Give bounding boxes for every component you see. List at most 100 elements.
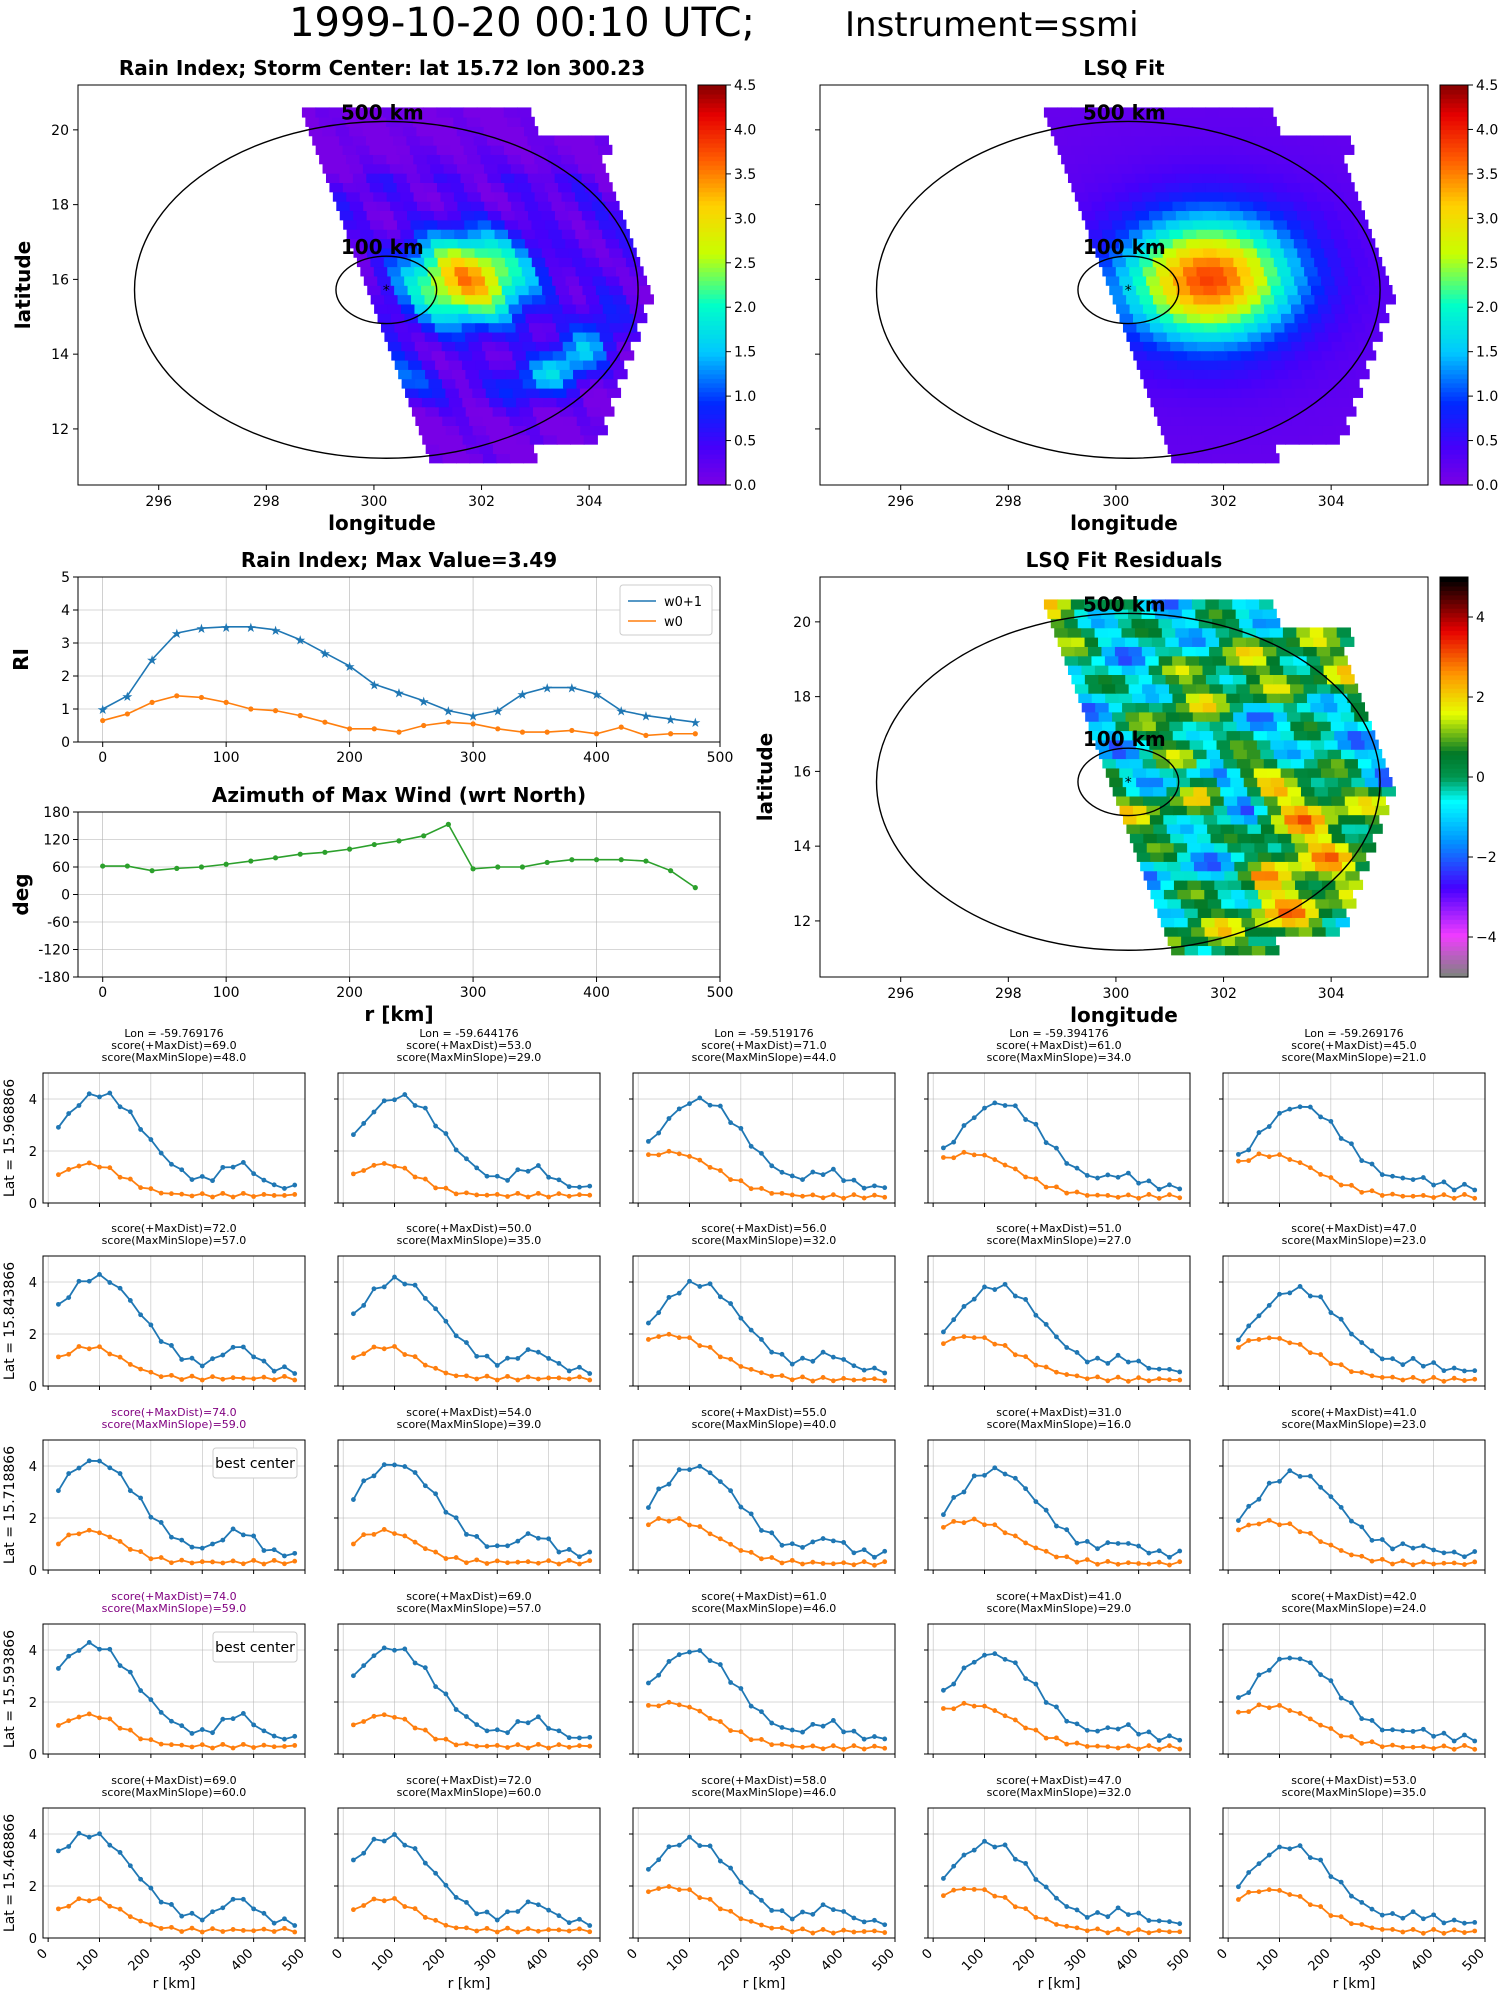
data-point: [769, 1742, 775, 1748]
heatmap-cell: [1132, 805, 1148, 816]
colorbar-tick-label: 2.5: [734, 256, 756, 272]
heatmap-cell: [1303, 191, 1318, 202]
heatmap-cell: [1153, 369, 1168, 380]
data-point: [1236, 1527, 1241, 1533]
data-point: [707, 1715, 713, 1721]
heatmap-cell: [1179, 711, 1194, 722]
data-point: [117, 1104, 123, 1110]
data-point: [148, 1697, 154, 1703]
colorbar-swatch: [1440, 759, 1468, 765]
heatmap-cell: [1357, 228, 1372, 240]
range-circle-500km: [875, 612, 1381, 951]
heatmap-cell: [1294, 313, 1309, 324]
heatmap-cell: [1300, 294, 1316, 305]
data-point: [179, 1377, 185, 1382]
data-point: [535, 1560, 541, 1566]
x-tick-label: 500: [1460, 1946, 1488, 1974]
heatmap-cell: [1331, 266, 1346, 277]
heatmap-cell: [1316, 683, 1332, 694]
heatmap-cell: [428, 341, 443, 352]
data-point: [1420, 1543, 1426, 1549]
data-point: [666, 1518, 672, 1524]
data-point: [717, 1536, 723, 1542]
profile-panel-r0c4: Lon = -59.269176score(+MaxDist)=45.0scor…: [1219, 1027, 1486, 1207]
heatmap-cell: [441, 341, 456, 352]
heatmap-cell: [379, 135, 394, 146]
heatmap-cell: [1231, 889, 1246, 900]
heatmap-cell: [1193, 369, 1209, 380]
heatmap-cell: [534, 191, 549, 202]
heatmap-cell: [457, 238, 472, 249]
heatmap-cell: [1111, 144, 1126, 155]
heatmap-cell: [401, 341, 416, 352]
heatmap-cell: [589, 266, 604, 277]
heatmap-cell: [1190, 322, 1205, 333]
data-point: [519, 729, 526, 735]
data-point: [402, 1646, 408, 1652]
colorbar-swatch: [1440, 205, 1468, 211]
data-point: [748, 1737, 754, 1743]
heatmap-cell: [318, 116, 334, 127]
y-tick-label: 12: [793, 914, 811, 930]
heatmap-cell: [428, 378, 443, 389]
heatmap-cell: [1310, 702, 1325, 713]
heatmap-cell: [407, 285, 422, 296]
heatmap-cell: [434, 322, 450, 333]
heatmap-cell: [1320, 200, 1335, 212]
legend-box: [619, 584, 713, 636]
data-point: [656, 1857, 662, 1863]
heatmap-cell: [1241, 387, 1256, 398]
colorbar-swatch: [1440, 905, 1468, 911]
heatmap-cell: [1173, 767, 1188, 778]
heatmap-cell: [362, 126, 377, 137]
data-point: [412, 1660, 418, 1666]
heatmap-cell: [443, 126, 458, 137]
data-point: [433, 1917, 439, 1923]
heatmap-cell: [1328, 331, 1343, 342]
data-point: [587, 1192, 593, 1198]
data-point: [1338, 1362, 1344, 1368]
heatmap-cell: [1180, 406, 1196, 417]
heatmap-cell: [535, 341, 551, 352]
heatmap-cell: [612, 294, 628, 305]
heatmap-cell: [1182, 228, 1198, 240]
data-point: [292, 1929, 298, 1935]
heatmap-cell: [528, 285, 543, 296]
data-point: [66, 1903, 72, 1909]
data-point: [1256, 1337, 1262, 1342]
data-point: [1074, 1350, 1080, 1355]
colorbar-swatch: [1440, 843, 1468, 849]
colorbar-swatch: [698, 462, 726, 468]
heatmap-cell: [382, 107, 397, 118]
heatmap-cell: [1111, 599, 1126, 610]
heatmap-cell: [1217, 851, 1232, 862]
heatmap-cell: [1174, 425, 1189, 436]
data-point: ★: [418, 695, 430, 710]
heatmap-cell: [1344, 303, 1360, 314]
data-point: [1012, 1660, 1018, 1666]
heatmap-cell: [1318, 907, 1334, 918]
heatmap-cell: [1236, 191, 1251, 202]
x-tick-label: 298: [253, 494, 280, 510]
data-point: [271, 1733, 277, 1739]
heatmap-cell: [430, 163, 445, 174]
heatmap-cell: [1254, 842, 1269, 853]
data-point: [292, 1192, 298, 1197]
heatmap-cell: [1121, 627, 1136, 638]
heatmap-cell: [1290, 720, 1305, 732]
heatmap-cell: [1304, 795, 1319, 806]
colorbar-swatch: [1440, 240, 1468, 246]
data-point: [1054, 1334, 1059, 1340]
data-point: [992, 1157, 998, 1162]
score-maxdist: score(+MaxDist)=41.0: [1291, 1406, 1416, 1419]
x-axis-label: r [km]: [364, 1002, 433, 1026]
data-point: [515, 1742, 521, 1748]
heatmap-cell: [1143, 341, 1158, 352]
heatmap-cell: [574, 191, 590, 202]
heatmap-cell: [1335, 350, 1350, 361]
data-point: [759, 1556, 764, 1562]
heatmap-cell: [596, 322, 611, 333]
heatmap-cell: [572, 256, 587, 268]
